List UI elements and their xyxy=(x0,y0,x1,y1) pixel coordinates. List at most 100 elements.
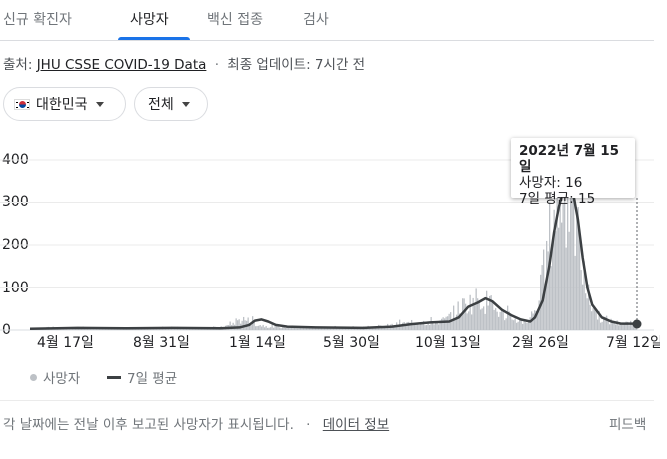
daily-deaths-bar xyxy=(169,328,171,330)
separator-dot: · xyxy=(214,57,219,73)
daily-deaths-bar xyxy=(172,328,174,330)
daily-deaths-bar xyxy=(325,327,327,330)
daily-deaths-bar xyxy=(415,323,417,330)
daily-deaths-bar xyxy=(505,318,507,330)
daily-deaths-bar xyxy=(342,328,344,330)
daily-deaths-bar xyxy=(435,321,437,330)
daily-deaths-bar xyxy=(624,323,626,330)
daily-deaths-bar xyxy=(492,300,494,330)
tab-testing[interactable]: 검사 xyxy=(303,12,329,28)
daily-deaths-bar xyxy=(421,323,423,330)
daily-deaths-bar xyxy=(273,327,275,330)
daily-deaths-bar xyxy=(447,316,449,330)
feedback-link[interactable]: 피드백 xyxy=(609,417,647,433)
daily-deaths-bar xyxy=(112,328,114,330)
daily-deaths-bar xyxy=(270,327,272,330)
daily-deaths-bar xyxy=(321,327,323,330)
daily-deaths-bar xyxy=(604,316,606,330)
daily-deaths-bar xyxy=(412,323,414,330)
daily-deaths-bar xyxy=(250,325,252,330)
tab-vaccinations[interactable]: 백신 접종 xyxy=(207,12,263,28)
daily-deaths-bar xyxy=(268,327,270,330)
daily-deaths-bar xyxy=(502,309,504,330)
daily-deaths-bar xyxy=(111,328,113,330)
daily-deaths-bar xyxy=(588,284,590,330)
daily-deaths-bar xyxy=(292,327,294,330)
source-link[interactable]: JHU CSSE COVID-19 Data xyxy=(36,57,207,73)
daily-deaths-bar xyxy=(372,327,374,330)
range-filter-label: 전체 xyxy=(148,97,174,113)
daily-deaths-bar xyxy=(610,318,612,330)
daily-deaths-bar xyxy=(382,327,384,330)
daily-deaths-bar xyxy=(525,322,527,330)
daily-deaths-bar xyxy=(600,322,602,330)
legend-average: 7일 평균 xyxy=(107,367,177,387)
daily-deaths-bar xyxy=(603,316,605,330)
daily-deaths-bar xyxy=(471,314,473,330)
daily-deaths-bar xyxy=(432,321,434,330)
legend-dot-icon xyxy=(30,373,37,381)
korea-flag-icon xyxy=(14,98,30,110)
daily-deaths-bar xyxy=(454,319,456,330)
daily-deaths-bar xyxy=(289,327,291,330)
daily-deaths-bar xyxy=(346,328,348,330)
daily-deaths-bar xyxy=(300,327,302,330)
daily-deaths-bar xyxy=(631,323,633,330)
separator-dot: · xyxy=(306,417,311,433)
daily-deaths-bar xyxy=(369,328,371,330)
daily-deaths-bar xyxy=(280,328,282,330)
daily-deaths-bar xyxy=(181,328,183,330)
data-info-link[interactable]: 데이터 정보 xyxy=(322,417,390,433)
daily-deaths-bar xyxy=(597,319,599,330)
daily-deaths-bar xyxy=(286,326,288,330)
daily-deaths-bar xyxy=(180,328,182,330)
daily-deaths-bar xyxy=(408,321,410,330)
deaths-chart[interactable] xyxy=(0,140,667,335)
daily-deaths-bar xyxy=(255,326,257,330)
tab-new-cases[interactable]: 신규 확진자 xyxy=(3,12,72,28)
daily-deaths-bar xyxy=(586,298,588,330)
daily-deaths-bar xyxy=(337,328,339,330)
daily-deaths-bar xyxy=(81,328,83,330)
daily-deaths-bar xyxy=(445,316,447,330)
daily-deaths-bar xyxy=(463,298,465,330)
daily-deaths-bar xyxy=(559,169,561,330)
footer-note-row: 각 날짜에는 전날 이후 보고된 사망자가 표시됩니다. · 데이터 정보 xyxy=(3,413,389,433)
daily-deaths-bar xyxy=(417,324,419,330)
daily-deaths-bar xyxy=(229,321,231,330)
daily-deaths-bar xyxy=(444,318,446,330)
daily-deaths-bar xyxy=(601,321,603,330)
range-filter[interactable]: 전체 xyxy=(134,87,208,121)
daily-deaths-bar xyxy=(262,324,264,330)
chevron-down-icon xyxy=(181,101,190,107)
daily-deaths-bar xyxy=(556,170,558,330)
source-line: 출처: JHU CSSE COVID-19 Data · 최종 업데이트: 7시… xyxy=(3,53,365,73)
daily-deaths-bar xyxy=(625,321,627,330)
daily-deaths-bar xyxy=(439,320,441,330)
daily-deaths-bar xyxy=(627,321,629,330)
daily-deaths-bar xyxy=(405,324,407,330)
daily-deaths-bar xyxy=(552,242,554,330)
daily-deaths-bar xyxy=(78,328,80,330)
daily-deaths-bar xyxy=(528,321,530,330)
daily-deaths-bar xyxy=(247,317,249,330)
tab-deaths[interactable]: 사망자 xyxy=(130,12,169,28)
daily-deaths-bar xyxy=(249,323,251,330)
daily-deaths-bar xyxy=(474,305,476,330)
daily-deaths-bar xyxy=(558,227,560,330)
daily-deaths-bar xyxy=(538,300,540,330)
daily-deaths-bar xyxy=(282,327,284,330)
country-filter[interactable]: 대한민국 xyxy=(3,87,126,121)
daily-deaths-bar xyxy=(258,325,260,330)
daily-deaths-bar xyxy=(424,325,426,330)
daily-deaths-bar xyxy=(279,327,281,330)
daily-deaths-bar xyxy=(304,327,306,330)
daily-deaths-bar xyxy=(394,325,396,330)
daily-deaths-bar xyxy=(267,327,269,330)
daily-deaths-bar xyxy=(630,320,632,330)
daily-deaths-bar xyxy=(312,327,314,330)
source-prefix: 출처: xyxy=(3,57,33,73)
daily-deaths-bar xyxy=(261,326,263,330)
daily-deaths-bar xyxy=(591,311,593,330)
divider xyxy=(0,400,654,401)
